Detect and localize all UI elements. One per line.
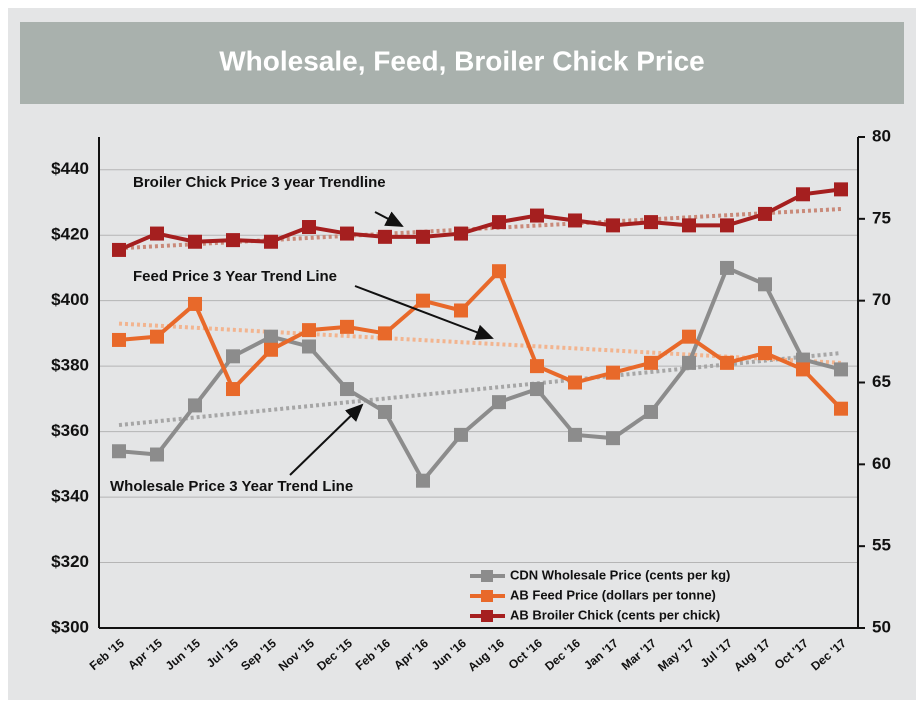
marker <box>340 226 354 241</box>
marker <box>264 329 278 344</box>
marker <box>340 382 354 397</box>
legend-swatch <box>481 570 493 582</box>
y2-tick-label: 70 <box>872 290 891 309</box>
marker <box>758 346 772 361</box>
trendline <box>118 351 842 428</box>
y2-tick-label: 60 <box>872 454 891 473</box>
y-tick-label: $300 <box>51 617 89 636</box>
y2-tick-label: 55 <box>872 536 891 555</box>
marker <box>644 404 658 419</box>
marker <box>568 427 582 442</box>
marker <box>378 326 392 341</box>
annotation: Wholesale Price 3 Year Trend Line <box>110 478 353 495</box>
marker <box>530 208 544 223</box>
marker <box>302 339 316 354</box>
annotation: Feed Price 3 Year Trend Line <box>133 268 337 285</box>
marker <box>112 444 126 459</box>
marker <box>150 447 164 462</box>
marker <box>682 218 696 233</box>
legend-label: AB Broiler Chick (cents per chick) <box>510 607 720 622</box>
marker <box>492 264 506 279</box>
y-tick-label: $320 <box>51 552 89 571</box>
y-tick-label: $440 <box>51 159 89 178</box>
marker <box>720 260 734 275</box>
y-tick-label: $400 <box>51 290 89 309</box>
marker <box>112 332 126 347</box>
y-tick-label: $380 <box>51 356 89 375</box>
marker <box>568 375 582 390</box>
marker <box>606 365 620 380</box>
marker <box>416 229 430 244</box>
marker <box>188 234 202 249</box>
marker <box>568 213 582 228</box>
y-tick-label: $360 <box>51 421 89 440</box>
marker <box>454 226 468 241</box>
marker <box>340 319 354 334</box>
marker <box>112 242 126 257</box>
marker <box>720 218 734 233</box>
marker <box>226 233 240 248</box>
marker <box>682 355 696 370</box>
y-tick-label: $420 <box>51 225 89 244</box>
marker <box>302 323 316 338</box>
marker <box>720 355 734 370</box>
marker <box>682 329 696 344</box>
marker <box>644 355 658 370</box>
y2-tick-label: 50 <box>872 617 891 636</box>
marker <box>530 382 544 397</box>
legend-label: AB Feed Price (dollars per tonne) <box>510 587 716 602</box>
panel <box>8 8 916 700</box>
marker <box>492 395 506 410</box>
marker <box>758 277 772 292</box>
marker <box>302 220 316 235</box>
marker <box>264 342 278 357</box>
marker <box>834 182 848 197</box>
marker <box>454 303 468 318</box>
marker <box>454 427 468 442</box>
marker <box>226 349 240 364</box>
marker <box>530 359 544 374</box>
y2-tick-label: 80 <box>872 126 891 145</box>
marker <box>188 296 202 311</box>
marker <box>188 398 202 413</box>
marker <box>834 401 848 416</box>
marker <box>796 187 810 202</box>
annotation-arrow <box>289 403 364 476</box>
y2-tick-label: 65 <box>872 372 891 391</box>
marker <box>264 234 278 249</box>
marker <box>416 473 430 488</box>
marker <box>416 293 430 308</box>
chart-title: Wholesale, Feed, Broiler Chick Price <box>219 45 705 76</box>
marker <box>796 362 810 377</box>
y-tick-label: $340 <box>51 487 89 506</box>
legend-swatch <box>481 590 493 602</box>
marker <box>150 329 164 344</box>
marker <box>150 226 164 241</box>
marker <box>492 215 506 230</box>
marker <box>644 215 658 230</box>
marker <box>606 431 620 446</box>
marker <box>758 206 772 221</box>
legend-label: CDN Wholesale Price (cents per kg) <box>510 567 730 582</box>
annotation-arrow <box>374 211 404 227</box>
y2-tick-label: 75 <box>872 208 891 227</box>
marker <box>226 382 240 397</box>
marker <box>378 404 392 419</box>
annotation-arrow <box>354 285 494 340</box>
legend-swatch <box>481 610 493 622</box>
marker <box>378 229 392 244</box>
marker <box>606 218 620 233</box>
marker <box>834 362 848 377</box>
annotation: Broiler Chick Price 3 year Trendline <box>133 174 386 191</box>
title-banner <box>20 22 904 104</box>
